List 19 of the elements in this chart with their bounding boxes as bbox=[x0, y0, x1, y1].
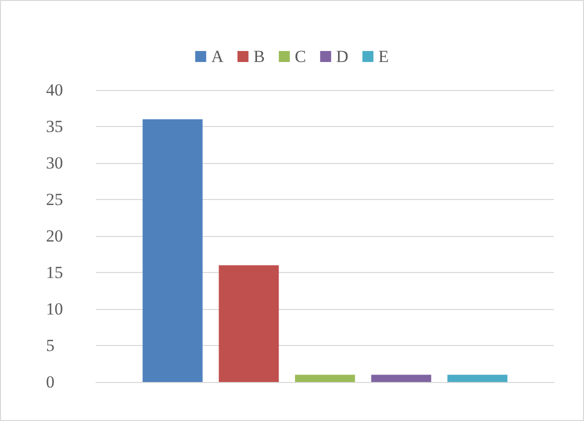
bar bbox=[371, 374, 432, 382]
y-tick-label: 20 bbox=[46, 226, 63, 246]
y-tick-label: 10 bbox=[46, 300, 63, 318]
legend-label: A bbox=[211, 47, 224, 66]
legend-label: B bbox=[253, 47, 265, 66]
y-tick-label: 25 bbox=[46, 190, 63, 209]
y-tick-label: 30 bbox=[46, 154, 63, 172]
bar bbox=[447, 374, 508, 382]
bar bbox=[295, 374, 355, 382]
y-tick-label: 15 bbox=[46, 263, 63, 282]
legend-label: D bbox=[336, 47, 348, 66]
y-tick-label: 0 bbox=[46, 372, 54, 392]
y-tick-label: 40 bbox=[46, 80, 63, 100]
y-tick-label: 35 bbox=[46, 117, 63, 136]
legend-label: E bbox=[378, 47, 389, 66]
bar bbox=[218, 265, 279, 382]
bar bbox=[142, 119, 203, 382]
legend-label: C bbox=[294, 47, 306, 66]
y-tick-label: 5 bbox=[46, 336, 54, 355]
